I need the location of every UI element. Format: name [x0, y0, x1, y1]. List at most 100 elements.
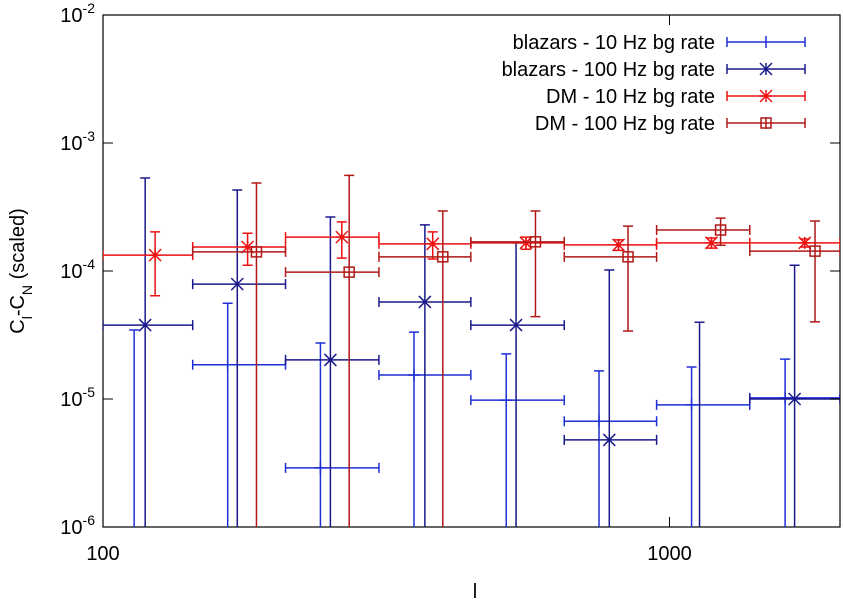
marker	[418, 295, 432, 309]
y-error-bar	[623, 225, 634, 332]
y-error-bar	[251, 182, 262, 527]
marker	[602, 433, 616, 447]
x-error-bar	[655, 237, 751, 248]
x-error-bar	[655, 225, 751, 236]
x-error-bar	[103, 250, 194, 261]
y-error-bar	[232, 189, 243, 527]
x-error-bar	[563, 434, 658, 445]
marker	[221, 358, 234, 371]
y-error-bar	[344, 174, 355, 527]
marker	[500, 394, 513, 407]
marker	[788, 392, 802, 406]
y-error-bar	[222, 302, 233, 527]
marker	[529, 236, 542, 248]
marker	[714, 224, 727, 236]
y-tick-exponent: -4	[83, 256, 96, 272]
y-tick-exponent: -5	[83, 384, 96, 400]
marker	[685, 398, 698, 411]
y-tick-base: 10	[60, 133, 82, 155]
y-tick-exponent: -6	[83, 512, 96, 528]
y-tick-label: 10-5	[60, 384, 95, 411]
y-tick-base: 10	[60, 261, 82, 283]
y-axis-label-part: (scaled)	[7, 208, 29, 285]
legend-marker	[759, 62, 773, 76]
marker	[407, 368, 420, 381]
plot-frame	[102, 14, 841, 528]
y-axis-label-part: l	[19, 316, 35, 319]
marker	[343, 266, 355, 278]
legend-marker	[759, 89, 773, 103]
x-error-bar	[470, 320, 565, 331]
x-error-bar	[284, 462, 380, 473]
y-error-bar	[315, 342, 326, 527]
y-tick-label: 10-3	[60, 128, 95, 155]
marker	[704, 236, 718, 250]
legend-label: DM - 100 Hz bg rate	[535, 113, 715, 135]
legend-marker	[760, 117, 772, 129]
y-error-bar	[129, 329, 140, 527]
x-error-bar	[470, 237, 565, 248]
y-tick-base: 10	[60, 517, 82, 539]
marker	[138, 318, 152, 332]
x-error-bar	[655, 399, 751, 410]
y-error-bar	[604, 269, 615, 527]
y-error-bar	[789, 264, 800, 527]
y-tick-label: 10-2	[60, 0, 95, 27]
y-error-bar	[530, 210, 541, 318]
y-error-bar	[437, 210, 448, 527]
y-error-bar	[419, 224, 430, 527]
x-error-bar	[470, 395, 565, 406]
y-tick-label: 10-4	[60, 256, 95, 283]
marker	[519, 236, 533, 250]
marker	[694, 533, 706, 545]
x-error-bar	[191, 279, 287, 290]
x-error-bar	[103, 320, 194, 331]
y-error-bar	[408, 331, 419, 527]
marker	[593, 415, 606, 428]
marker	[148, 248, 162, 262]
y-axis-label-part: -C	[7, 295, 29, 316]
legend-label: blazars - 100 Hz bg rate	[502, 59, 715, 81]
x-error-bar	[284, 232, 380, 243]
y-axis-label: Cl-CN (scaled)	[7, 208, 35, 334]
marker	[509, 318, 523, 332]
legend: blazars - 10 Hz bg rate blazars - 100 Hz …	[502, 32, 806, 135]
x-tick-label: 100	[86, 543, 119, 565]
y-error-bar	[140, 177, 151, 527]
marker	[437, 251, 449, 263]
plot-data	[103, 174, 840, 545]
y-error-bar	[325, 216, 336, 527]
y-error-bar	[594, 370, 605, 527]
y-error-bar	[780, 358, 791, 527]
x-axis-label: l	[473, 581, 477, 603]
marker	[798, 236, 812, 250]
legend-label: DM - 10 Hz bg rate	[546, 86, 715, 108]
y-error-bar	[501, 353, 512, 527]
y-tick-base: 10	[60, 5, 82, 27]
legend-sample	[726, 117, 806, 129]
y-tick-label: 10-6	[60, 512, 95, 539]
marker	[622, 251, 634, 263]
y-error-bar	[715, 217, 726, 246]
y-error-bar	[150, 231, 161, 297]
y-error-bar	[511, 242, 522, 527]
x-error-bar	[749, 237, 840, 248]
marker	[314, 461, 327, 474]
y-tick-exponent: -3	[83, 128, 96, 144]
y-tick-base: 10	[60, 389, 82, 411]
marker	[426, 237, 440, 251]
x-error-bar	[284, 354, 380, 365]
legend-sample	[726, 36, 806, 48]
y-error-bar	[810, 220, 821, 323]
y-axis-label-part: N	[19, 285, 35, 295]
x-error-bar	[378, 251, 472, 262]
x-error-bar	[191, 246, 287, 257]
marker	[241, 240, 255, 254]
y-axis-label-part: C	[7, 319, 29, 333]
marker	[612, 238, 626, 252]
marker	[250, 246, 263, 258]
y-tick-exponent: -2	[83, 0, 96, 16]
x-error-bar	[191, 359, 287, 370]
x-tick-label: 1000	[647, 543, 692, 565]
